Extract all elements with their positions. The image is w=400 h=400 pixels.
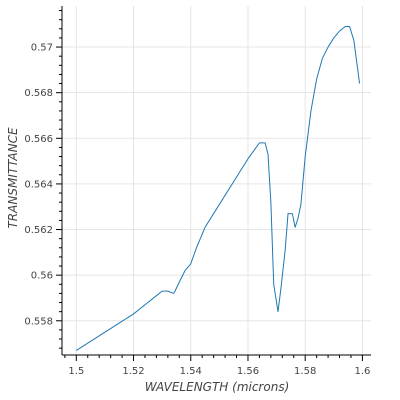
x-axis-title: WAVELENGTH (microns) [145, 380, 290, 394]
x-tick-label: 1.5 [68, 366, 84, 377]
x-tick-label: 1.54 [180, 366, 202, 377]
y-tick-label: 0.57 [31, 43, 53, 54]
axes: 1.5 1.52 1.54 1.56 1.58 1.6 0.558 0.56 0.562 0.56… [24, 6, 371, 377]
series-layer [76, 26, 361, 351]
y-tick-label: 0.564 [24, 179, 53, 190]
x-tick-label: 1.56 [237, 366, 259, 377]
y-tick-label: 0.568 [24, 88, 53, 99]
transmittance-series-line [76, 26, 361, 351]
y-axis-title: TRANSMITTANCE [6, 127, 20, 228]
x-tick-label: 1.6 [354, 366, 370, 377]
y-tick-label: 0.56 [31, 271, 53, 282]
x-tick-label: 1.52 [122, 366, 144, 377]
y-tick-label: 0.566 [24, 134, 53, 145]
x-tick-label: 1.58 [294, 366, 316, 377]
grid [62, 6, 371, 355]
y-tick-label: 0.558 [24, 316, 53, 327]
y-tick-label: 0.562 [24, 225, 53, 236]
